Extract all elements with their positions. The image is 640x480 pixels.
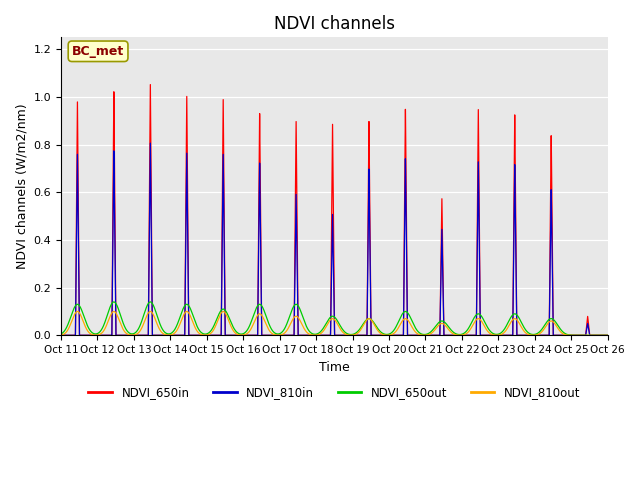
Y-axis label: NDVI channels (W/m2/nm): NDVI channels (W/m2/nm) [15,104,28,269]
NDVI_810in [492,333,499,338]
NDVI_810in [381,333,388,338]
Line: NDVI_810out: NDVI_810out [61,312,608,336]
NDVI_650in [84,333,92,338]
NDVI_810in [404,333,412,338]
NDVI_810out [84,329,92,335]
NDVI_810in [57,333,65,338]
NDVI_810in [147,140,154,146]
NDVI_650out [463,328,470,334]
NDVI_650in [255,180,263,185]
NDVI_650out [110,299,118,305]
NDVI_650out [492,332,499,337]
NDVI_810out [463,331,470,336]
NDVI_650in [463,333,470,338]
Line: NDVI_650out: NDVI_650out [61,302,608,336]
Line: NDVI_810in: NDVI_810in [61,143,608,336]
NDVI_810out [57,332,65,338]
NDVI_650in [604,333,612,338]
NDVI_650in [404,333,412,338]
NDVI_650out [255,301,263,307]
NDVI_650out [381,331,388,337]
NDVI_650in [147,82,154,87]
Title: NDVI channels: NDVI channels [274,15,395,33]
NDVI_650in [492,333,499,338]
NDVI_810out [404,318,412,324]
NDVI_650in [381,333,388,338]
NDVI_810out [492,332,499,338]
NDVI_810out [74,309,81,314]
NDVI_810in [463,333,470,338]
NDVI_650out [84,325,92,331]
NDVI_650out [404,311,412,317]
NDVI_650out [57,331,65,337]
NDVI_810out [381,332,388,338]
NDVI_650out [604,333,612,338]
NDVI_810out [604,333,612,338]
NDVI_810in [255,214,263,219]
X-axis label: Time: Time [319,360,349,373]
NDVI_810in [604,333,612,338]
Line: NDVI_650in: NDVI_650in [61,84,608,336]
NDVI_810out [255,311,263,317]
NDVI_810in [84,333,92,338]
NDVI_650in [57,333,65,338]
Legend: NDVI_650in, NDVI_810in, NDVI_650out, NDVI_810out: NDVI_650in, NDVI_810in, NDVI_650out, NDV… [84,382,585,404]
Text: BC_met: BC_met [72,45,124,58]
